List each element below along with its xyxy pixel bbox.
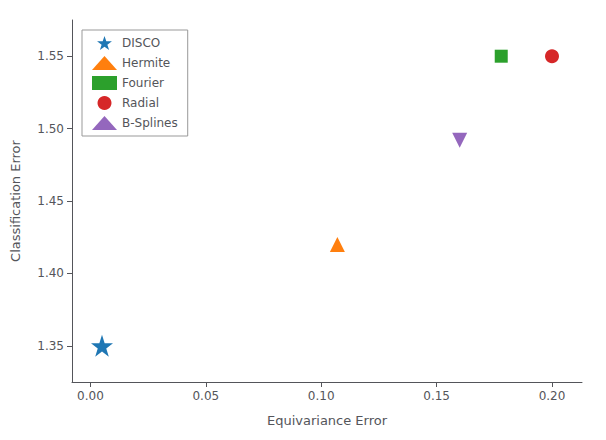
svg-text:1.40: 1.40 <box>37 266 64 280</box>
svg-text:1.45: 1.45 <box>37 194 64 208</box>
svg-text:0.15: 0.15 <box>423 389 450 403</box>
svg-text:1.35: 1.35 <box>37 339 64 353</box>
svg-text:0.00: 0.00 <box>77 389 104 403</box>
svg-text:Radial: Radial <box>122 96 159 110</box>
svg-text:B-Splines: B-Splines <box>122 116 178 130</box>
svg-text:1.50: 1.50 <box>37 122 64 136</box>
svg-text:0.05: 0.05 <box>192 389 219 403</box>
svg-text:0.20: 0.20 <box>539 389 566 403</box>
svg-text:0.10: 0.10 <box>308 389 335 403</box>
svg-text:Fourier: Fourier <box>122 76 164 90</box>
svg-text:1.55: 1.55 <box>37 49 64 63</box>
svg-text:DISCO: DISCO <box>122 36 160 50</box>
svg-text:Equivariance Error: Equivariance Error <box>267 413 388 428</box>
svg-text:Hermite: Hermite <box>122 56 170 70</box>
svg-text:Classification Error: Classification Error <box>8 139 23 261</box>
